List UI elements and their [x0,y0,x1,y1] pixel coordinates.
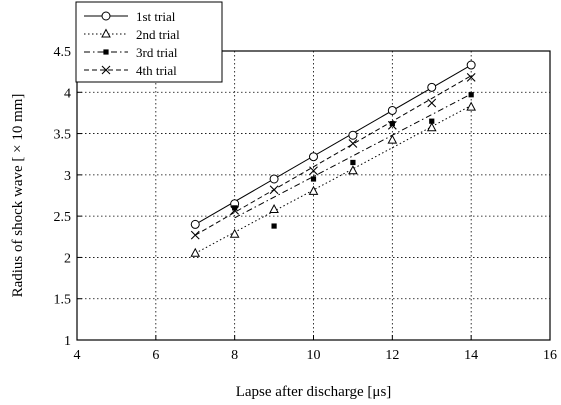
cross-stroke [269,185,279,195]
series-4-point [427,98,437,108]
series-4-point [190,230,200,240]
series-2-point [348,165,358,175]
legend-marker [103,49,109,55]
legend-marker [101,28,111,38]
series-3-fit-line [234,93,472,219]
series-2-point [269,203,279,214]
series-1-point [427,82,437,92]
y-tick-label: 3.5 [54,128,72,143]
legend: 1st trial 2nd trial 3rd trial 4th trial [75,1,223,83]
cross-stroke [348,139,358,148]
series-4-fit-line [194,75,472,236]
cross-stroke [230,205,240,215]
series-4-point [466,73,476,82]
series-3-point [350,159,356,166]
series-2 [190,101,476,257]
cross-stroke [101,65,111,75]
series-4 [190,73,476,240]
series-2-point [426,122,437,132]
series-4-point [348,139,358,148]
x-tick-label: 12 [385,348,399,363]
series-3-point [271,223,277,229]
legend-label: 3rd trial [136,45,178,60]
series-1-point [348,130,358,140]
series-1-point [269,174,279,184]
series-3-point [468,92,474,98]
x-tick-label: 8 [231,348,238,363]
y-tick-label: 2.5 [54,210,72,225]
series-1-fit-line [194,64,472,225]
series-1-point [190,219,200,229]
series-1-point [387,105,397,115]
y-tick-label: 4 [64,86,71,101]
cross-stroke [190,230,200,240]
cross-stroke [466,73,476,82]
legend-marker [101,65,111,75]
cross-stroke [427,98,437,108]
series-2-point [229,228,240,238]
x-tick-label: 6 [152,348,159,363]
series-1-point [309,152,318,162]
series-3-point [389,121,395,127]
series-4-point [309,166,318,176]
cross-stroke [387,120,397,130]
grid [77,51,550,340]
series-2-point [190,247,201,257]
y-tick-label: 1 [64,334,71,349]
series-3 [232,92,474,229]
series-3-point [232,205,238,211]
x-tick-label: 16 [543,348,557,363]
legend-marker [101,11,111,21]
series-3-point [310,176,317,182]
series-2-point [387,134,398,144]
x-tick-label: 10 [307,348,321,363]
series-2-fit-line [195,105,472,254]
y-tick-label: 3 [64,169,71,184]
x-tick-label: 4 [74,348,81,363]
series-4-point [387,120,397,130]
series-3-point [429,118,435,124]
legend-box [75,1,223,83]
legend-label: 2nd trial [136,27,180,42]
series-2-point [308,185,319,195]
cross-stroke [309,166,318,176]
series-4-point [230,205,240,215]
series-2-point [466,101,476,111]
legend-label: 4th trial [136,63,177,78]
x-tick-label: 14 [464,348,478,363]
legend-label: 1st trial [136,9,176,24]
y-axis-title: Radius of shock wave [ × 10 mm] [10,94,26,298]
series-1-point [466,60,476,70]
series-4-point [269,185,279,195]
series-1 [190,60,476,229]
y-tick-label: 2 [64,251,71,266]
y-tick-label: 1.5 [54,293,72,308]
tick-labels: 4 6 8 10 12 14 16 1 1.5 2 2.5 3 3.5 4 4.5 [54,45,558,363]
y-tick-label: 4.5 [54,45,72,60]
x-axis-title: Lapse after discharge [μs] [236,384,392,400]
series-layer [190,60,476,257]
